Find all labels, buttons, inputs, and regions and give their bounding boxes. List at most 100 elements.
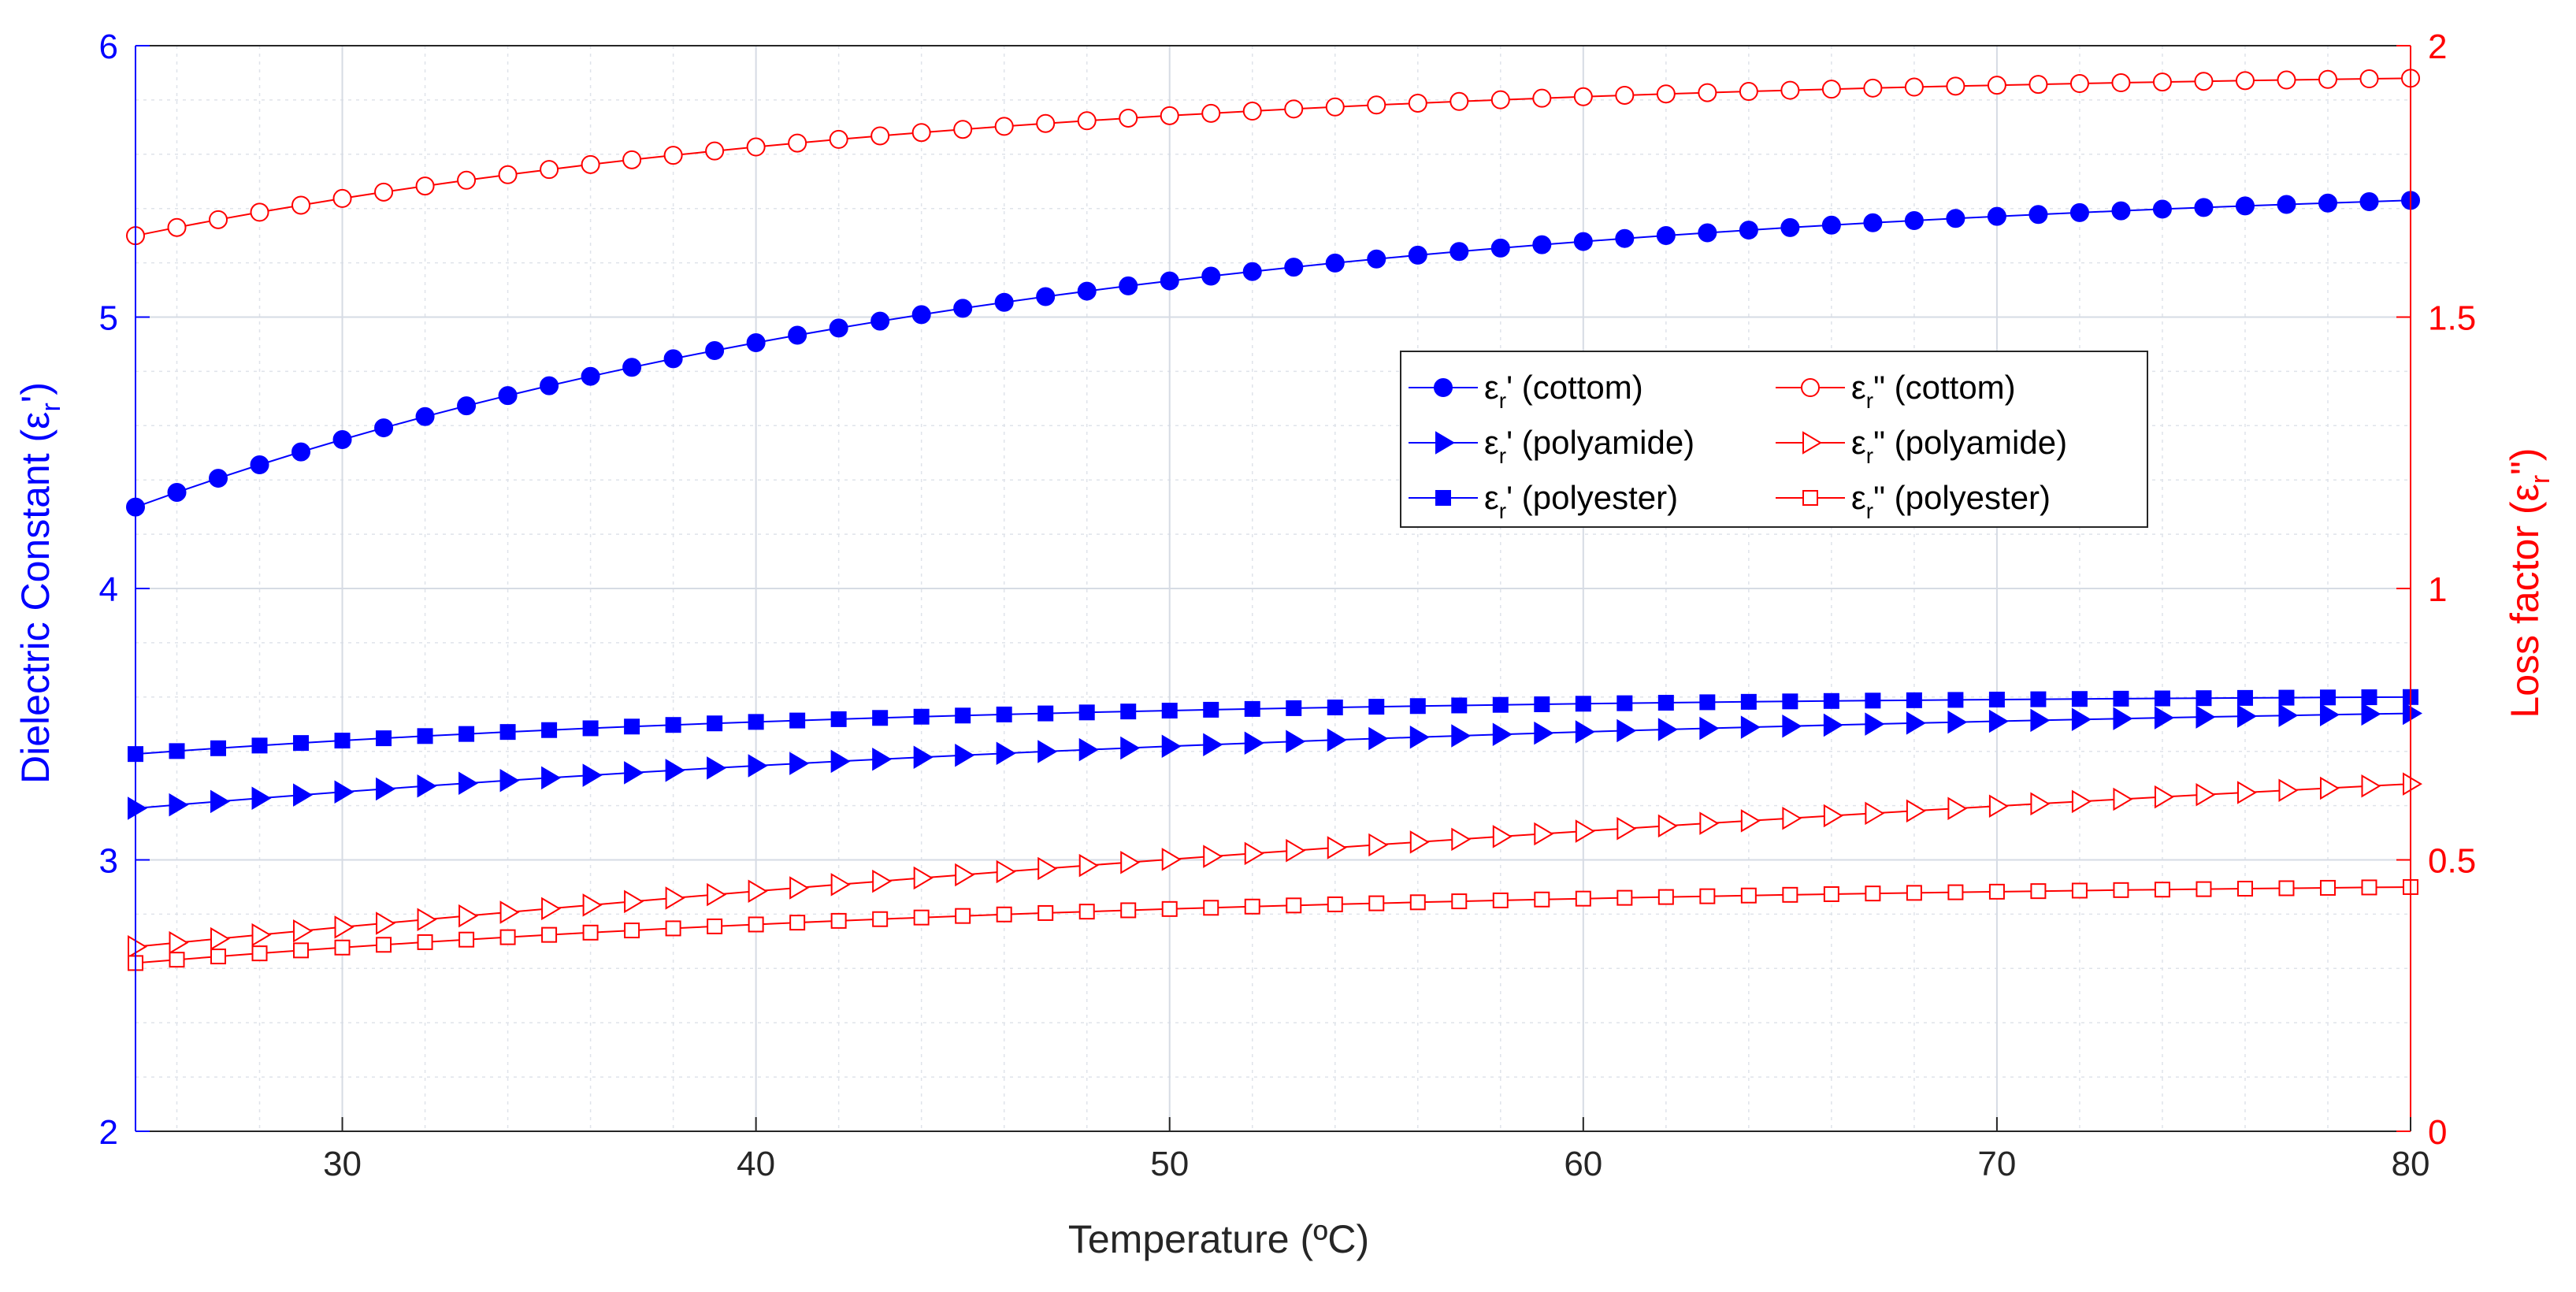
data-point-circle xyxy=(2318,69,2337,89)
data-point-circle xyxy=(332,188,352,208)
data-point-triangle xyxy=(2319,776,2340,800)
data-point-square xyxy=(789,712,806,729)
data-point-triangle xyxy=(2236,781,2257,804)
data-point-triangle xyxy=(1865,712,1885,736)
data-point-triangle xyxy=(1823,713,1843,737)
data-point-circle xyxy=(1160,271,1179,291)
data-point-square xyxy=(1740,887,1757,904)
data-point-circle xyxy=(1490,90,1510,110)
data-point-square xyxy=(1451,697,1468,714)
data-point-circle xyxy=(1573,87,1593,106)
data-point-square xyxy=(2278,880,2295,897)
data-point-circle xyxy=(1987,206,2006,226)
legend-subscript: r xyxy=(1866,444,1873,468)
data-point-square xyxy=(1782,886,1798,903)
legend-label: εr' (cottom) xyxy=(1484,369,1643,413)
data-point-square xyxy=(1823,692,1839,709)
grid xyxy=(135,45,2411,1132)
data-point-triangle xyxy=(1947,796,1968,821)
data-point-circle xyxy=(746,333,766,353)
data-point-square xyxy=(458,726,475,742)
data-point-square xyxy=(1699,888,1716,904)
data-point-square xyxy=(1286,897,1302,914)
data-point-square xyxy=(1120,902,1137,919)
data-point-circle xyxy=(581,154,600,174)
data-point-square xyxy=(417,934,433,950)
data-point-circle xyxy=(2194,72,2214,91)
data-point-circle xyxy=(2235,71,2255,91)
data-point-circle xyxy=(1284,99,1304,119)
series-line xyxy=(135,783,2411,948)
data-point-circle xyxy=(1119,108,1138,128)
data-point-circle xyxy=(1532,235,1552,254)
data-point-square xyxy=(1865,692,1881,709)
data-point-circle xyxy=(1532,88,1552,108)
label-subscript: r xyxy=(36,403,66,411)
data-point-triangle xyxy=(541,766,562,790)
legend-entry: εr' (polyester) xyxy=(1409,479,1678,523)
data-point-triangle xyxy=(1286,730,1306,753)
data-point-square xyxy=(251,737,268,754)
data-point-circle xyxy=(1573,232,1593,251)
data-point-circle xyxy=(1434,378,1453,397)
data-point-triangle xyxy=(1451,827,1472,852)
data-point-circle xyxy=(1946,76,1965,96)
data-point-triangle xyxy=(1327,728,1347,752)
data-point-square xyxy=(499,724,516,741)
data-point-square xyxy=(417,728,433,744)
data-point-circle xyxy=(1490,238,1510,258)
legend-entry: εr" (polyester) xyxy=(1776,479,2051,523)
data-point-circle xyxy=(2111,73,2131,93)
data-point-square xyxy=(707,918,723,934)
data-point-circle xyxy=(870,126,890,146)
data-point-square xyxy=(1244,898,1260,915)
data-point-square xyxy=(1823,885,1839,902)
legend-symbol: ε xyxy=(1851,424,1866,461)
data-point-triangle xyxy=(2196,783,2216,807)
data-point-triangle xyxy=(1037,740,1058,763)
legend-label: εr' (polyester) xyxy=(1484,479,1678,523)
legend: εr' (cottom) εr" (cottom)εr' (polyamide) ε… xyxy=(1400,351,2148,528)
data-point-square xyxy=(1616,889,1633,906)
data-point-circle xyxy=(1201,266,1221,286)
data-point-triangle xyxy=(1823,804,1843,828)
y-tick-label-left: 2 xyxy=(99,1113,118,1152)
data-point-triangle xyxy=(293,783,314,807)
data-point-triangle xyxy=(1575,720,1595,744)
data-point-square xyxy=(1657,695,1674,711)
data-point-triangle xyxy=(1740,809,1761,833)
data-point-square xyxy=(541,926,558,943)
data-point-square xyxy=(1492,892,1509,908)
data-point-triangle xyxy=(582,893,603,917)
data-point-triangle xyxy=(251,923,272,947)
data-point-square xyxy=(1534,696,1550,712)
data-point-square xyxy=(376,937,392,953)
data-point-circle xyxy=(374,182,394,202)
data-point-triangle xyxy=(417,774,437,798)
x-tick-label: 40 xyxy=(737,1145,775,1183)
data-point-square xyxy=(996,906,1012,923)
data-point-triangle xyxy=(128,796,147,820)
legend-subscript: r xyxy=(1499,444,1506,468)
data-point-triangle xyxy=(1616,816,1637,841)
data-point-square xyxy=(1906,885,1922,901)
data-point-square xyxy=(1657,889,1674,905)
data-point-square xyxy=(1435,490,1451,506)
data-point-circle xyxy=(1077,111,1097,131)
data-point-circle xyxy=(2277,195,2296,214)
data-point-square xyxy=(955,707,971,724)
data-point-triangle xyxy=(334,915,354,939)
data-point-circle xyxy=(1325,253,1345,273)
data-point-square xyxy=(2319,879,2336,896)
data-point-triangle xyxy=(499,768,520,793)
data-point-circle xyxy=(457,396,477,416)
data-point-triangle xyxy=(2361,774,2381,798)
x-tick-label: 30 xyxy=(323,1145,362,1183)
legend-symbol: ε xyxy=(1851,479,1866,516)
legend-subscript: r xyxy=(1866,388,1873,413)
legend-entry: εr' (cottom) xyxy=(1409,369,1643,413)
data-point-circle xyxy=(2069,202,2089,222)
y-tick-label-left: 5 xyxy=(99,299,118,338)
data-point-circle xyxy=(498,165,518,184)
data-point-square xyxy=(169,952,185,968)
